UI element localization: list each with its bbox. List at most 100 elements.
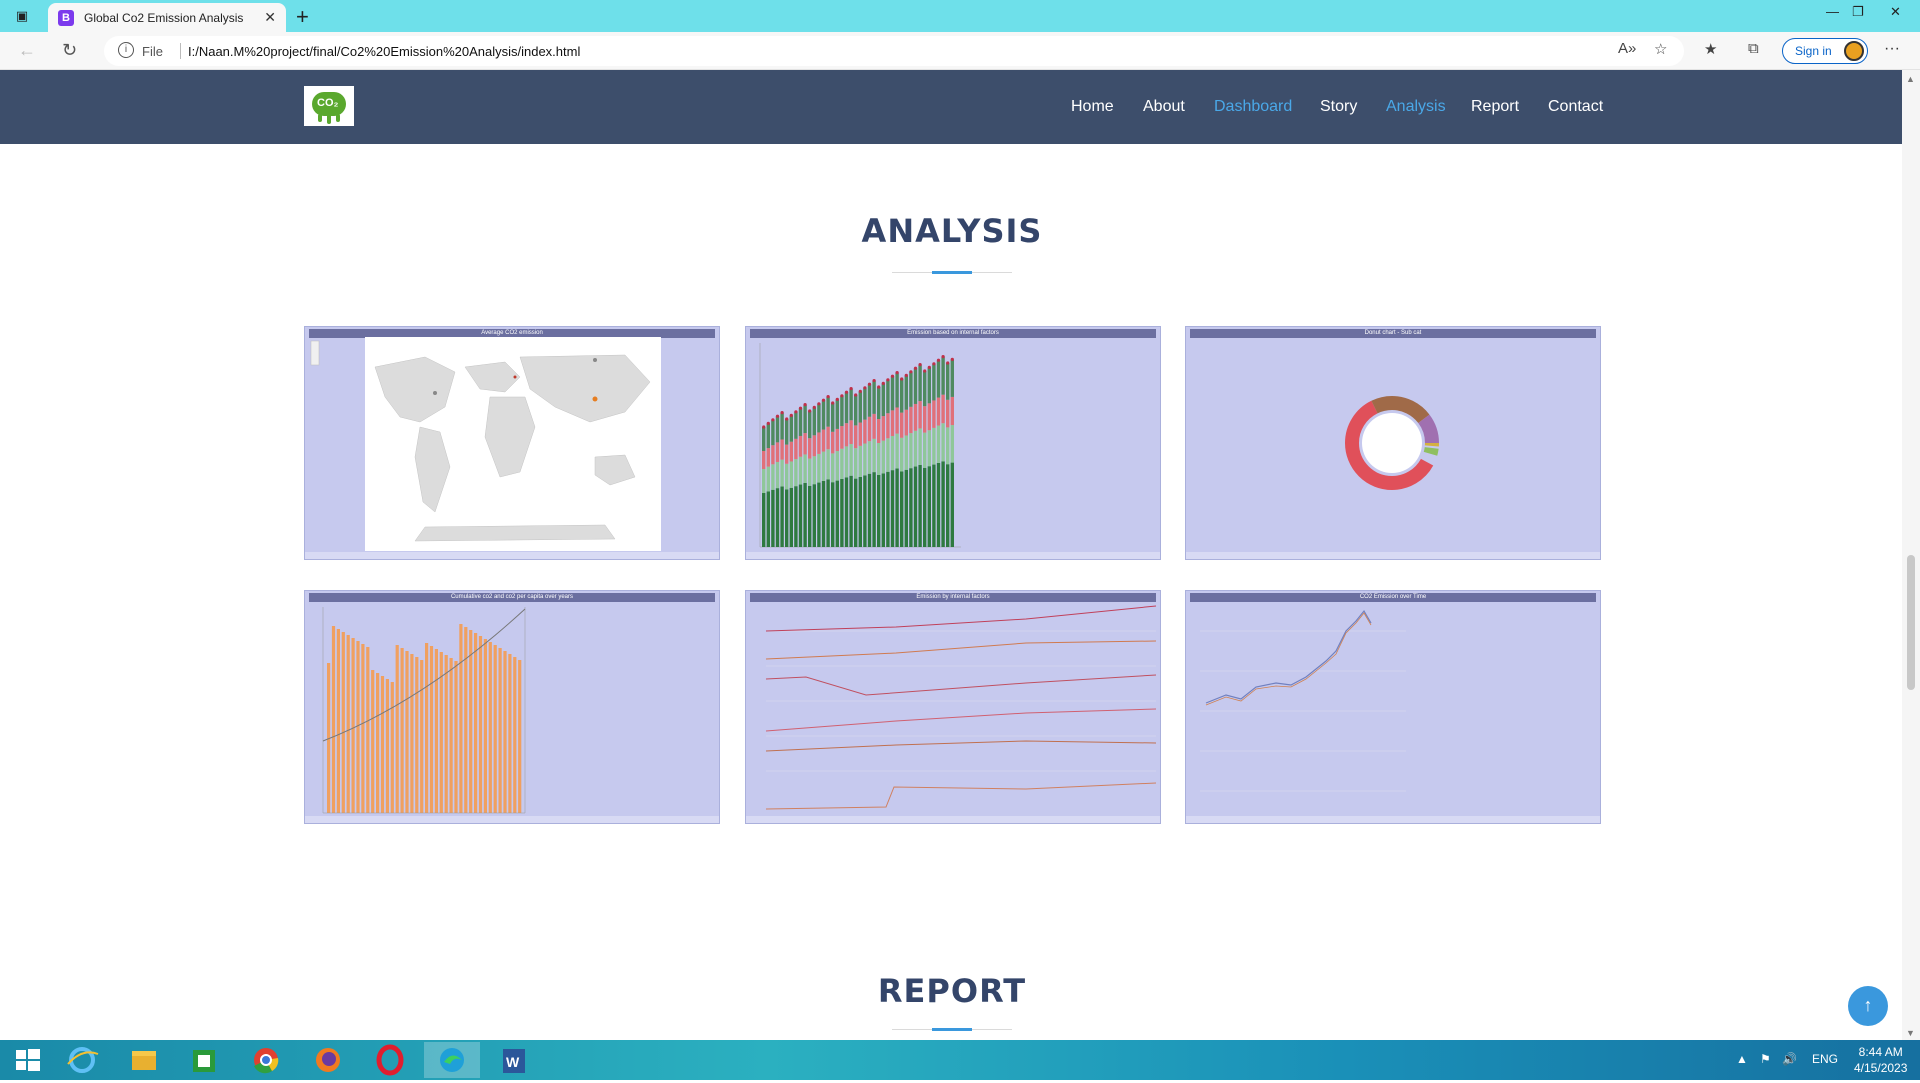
edge-icon[interactable] [424,1042,480,1078]
viz-average-co2-map[interactable]: Average CO2 emission [304,326,720,560]
action-center-flag-icon[interactable]: ⚑ [1760,1052,1771,1066]
thumbnail-bar-segment [950,425,954,463]
thumbnail-bar-marker [844,390,849,394]
viz-emission-by-internal-factors-lines[interactable]: Emission by internal factors [745,590,1161,824]
firefox-icon[interactable] [300,1042,356,1078]
thumbnail-bar [449,658,453,813]
refresh-icon[interactable]: ↻ [62,40,78,60]
thumbnail-bar-segment [941,356,945,395]
back-to-top-button[interactable]: ↑ [1848,986,1888,1026]
thumbnail-bar [464,627,468,813]
heading-accent [932,1028,972,1031]
new-tab-icon[interactable]: + [296,4,309,29]
thumbnail-bar-segment [798,408,803,436]
nav-analysis[interactable]: Analysis [1386,98,1446,115]
thumbnail-bar-segment [812,484,816,547]
tab-title: Global Co2 Emission Analysis [84,11,244,25]
back-icon[interactable]: ← [18,40,36,60]
thumbnail-bar [366,647,370,813]
address-bar: ← ↻ i File I:/Naan.M%20project/final/Co2… [0,32,1920,70]
thumbnail-bar-marker [872,379,876,383]
thumbnail-bar-segment [900,471,904,547]
thumbnail-bar-marker [798,406,803,410]
thumbnail-bar-segment [932,464,936,547]
internet-explorer-icon[interactable] [54,1042,110,1078]
tray-overflow-icon[interactable]: ▲ [1736,1052,1748,1066]
thumbnail-bar-marker [904,373,908,377]
minimize-icon[interactable]: — [1826,4,1839,19]
thumbnail-bar [483,639,487,813]
scrollbar-thumb[interactable] [1907,555,1915,690]
thumbnail-bar-segment [867,441,872,474]
more-menu-icon[interactable]: ··· [1884,40,1900,57]
file-label: File [142,44,163,59]
collections-icon[interactable]: ⧉ [1748,40,1759,57]
thumbnail-bar-segment [812,407,816,436]
nav-report[interactable]: Report [1471,98,1520,115]
thumbnail-bar [390,682,394,813]
thumbnail-bar-segment [904,435,908,470]
word-icon[interactable]: W [486,1042,542,1078]
url-field[interactable]: i File I:/Naan.M%20project/final/Co2%20E… [104,36,1684,66]
chrome-icon[interactable] [238,1042,294,1078]
scroll-up-icon[interactable]: ▲ [1906,74,1915,84]
viz-cumulative-co2-per-capita[interactable]: Cumulative co2 and co2 per capita over y… [304,590,720,824]
thumbnail-bar-segment [858,445,862,477]
viz-emission-internal-factors-bars[interactable]: Emission based on internal factors [745,326,1161,560]
favorites-icon[interactable]: ★ [1704,41,1718,58]
tab-actions-icon[interactable]: ▣ [15,8,29,23]
language-indicator[interactable]: ENG [1812,1052,1839,1066]
thumbnail-bar-segment [877,387,881,419]
thumbnail-bar-marker [900,377,904,381]
thumbnail-bar-marker [932,362,936,366]
read-aloud-icon[interactable]: A» [1618,40,1637,57]
start-button[interactable] [0,1042,56,1078]
scroll-down-icon[interactable]: ▼ [1906,1028,1915,1038]
thumbnail-bar-segment [886,379,890,414]
nav-contact[interactable]: Contact [1548,98,1604,115]
viz-tab-strip [746,552,1160,559]
thumbnail-bar-segment [831,453,835,483]
volume-icon[interactable]: 🔊 [1782,1052,1797,1066]
viz-donut-sub-cat[interactable]: Donut chart - Sub cat [1185,326,1601,560]
thumbnail-bar-segment [798,456,803,485]
restore-icon[interactable]: ❐ [1852,4,1864,19]
thumbnail-bar-segment [775,416,780,443]
thumbnail-bar-segment [913,368,918,404]
thumbnail-bar-marker [817,402,821,406]
thumbnail-bar [429,646,434,813]
thumbnail-bar-marker [789,413,793,417]
add-favorite-icon[interactable]: ☆ [1654,41,1668,58]
thumbnail-bar [341,632,345,813]
sign-in-button[interactable]: Sign in [1782,38,1868,64]
system-clock[interactable]: 8:44 AM 4/15/2023 [1854,1044,1907,1076]
thumbnail-bar-segment [913,430,918,467]
nav-home[interactable]: Home [1071,98,1114,115]
tab-close-icon[interactable]: ✕ [264,9,276,25]
nav-dashboard[interactable]: Dashboard [1214,98,1293,115]
thumbnail-bar-segment [840,478,844,547]
thumbnail-bar-marker [775,414,780,418]
thumbnail-bar-marker [771,418,775,422]
nav-story[interactable]: Story [1320,98,1358,115]
info-icon[interactable]: i [118,42,134,58]
viz-title: Emission based on internal factors [750,329,1156,338]
thumbnail-bar-segment [849,388,853,421]
thumbnail-bar-segment [877,443,881,475]
co2-logo[interactable]: CO₂ [304,86,354,126]
nav-about[interactable]: About [1143,98,1185,115]
browser-tab[interactable]: B Global Co2 Emission Analysis ✕ [48,3,286,32]
thumbnail-bar-segment [909,468,913,547]
thumbnail-bar-segment [835,451,839,481]
store-icon[interactable] [176,1042,232,1078]
file-explorer-icon[interactable] [116,1042,172,1078]
thumbnail-bar-segment [840,395,844,427]
thumbnail-bar-marker [877,385,881,389]
window-close-icon[interactable]: ✕ [1890,4,1901,19]
opera-icon[interactable] [362,1042,418,1078]
url-text[interactable]: I:/Naan.M%20project/final/Co2%20Emission… [188,44,581,59]
viz-co2-over-time[interactable]: CO2 Emission over Time [1185,590,1601,824]
thumbnail-bar-segment [932,363,936,401]
thumbnail-bar-segment [817,482,821,547]
bar-line-chart [322,607,526,814]
